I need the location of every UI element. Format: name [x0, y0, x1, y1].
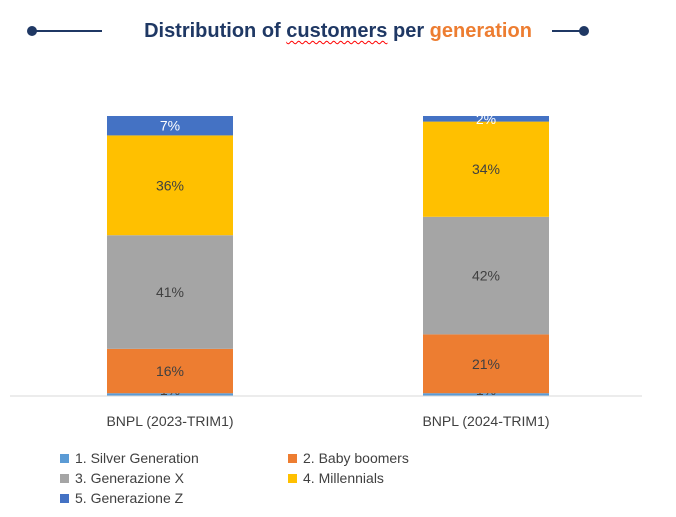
bar-segment — [107, 135, 233, 236]
legend-swatch — [60, 473, 69, 483]
legend-item: 1. Silver Generation — [60, 450, 199, 466]
bar-segment — [107, 116, 233, 136]
data-label: 2% — [476, 111, 496, 127]
legend-label: 2. Baby boomers — [303, 450, 409, 466]
data-label: 41% — [156, 284, 184, 300]
bar-segment — [107, 235, 233, 349]
data-label: 21% — [472, 356, 500, 372]
category-label: BNPL (2024-TRIM1) — [422, 413, 549, 429]
legend-label: 5. Generazione Z — [75, 490, 184, 506]
data-label: 34% — [472, 161, 500, 177]
title-left-line — [34, 30, 102, 32]
category-label: BNPL (2023-TRIM1) — [106, 413, 233, 429]
title-right-dot — [579, 26, 589, 36]
legend-item: 3. Generazione X — [60, 470, 184, 486]
bar-segment — [423, 393, 549, 396]
title-part-3: per — [387, 20, 430, 42]
legend-swatch — [288, 473, 297, 483]
bar-segment — [423, 216, 549, 335]
title-part-4: generation — [429, 20, 532, 42]
bar-chart: 1%16%41%36%7%BNPL (2023-TRIM1)1%21%42%34… — [10, 111, 642, 429]
title-left-dot — [27, 26, 37, 36]
legend-item: 5. Generazione Z — [60, 490, 183, 506]
data-label: 7% — [160, 118, 180, 134]
data-label: 16% — [156, 363, 184, 379]
bar-segment — [107, 393, 233, 396]
legend-label: 1. Silver Generation — [75, 450, 199, 466]
title-part-1: Distribution of — [144, 20, 287, 42]
bar-segment — [423, 121, 549, 217]
chart-title: Distribution of customers per generation — [0, 18, 676, 44]
legend-swatch — [288, 453, 297, 463]
bar-segment — [107, 348, 233, 394]
title-right-line — [552, 30, 582, 32]
legend-swatch — [60, 493, 69, 503]
data-label: 42% — [472, 268, 500, 284]
bar-segment — [423, 334, 549, 394]
legend-item: 2. Baby boomers — [288, 450, 409, 466]
legend-label: 3. Generazione X — [75, 470, 184, 486]
data-label: 36% — [156, 177, 184, 193]
legend-swatch — [60, 453, 69, 463]
title-row: Distribution of customers per generation — [0, 18, 676, 48]
legend-item: 4. Millennials — [288, 470, 384, 486]
title-part-2: customers — [286, 20, 388, 42]
bar-segment — [423, 116, 549, 122]
legend-label: 4. Millennials — [303, 470, 384, 486]
